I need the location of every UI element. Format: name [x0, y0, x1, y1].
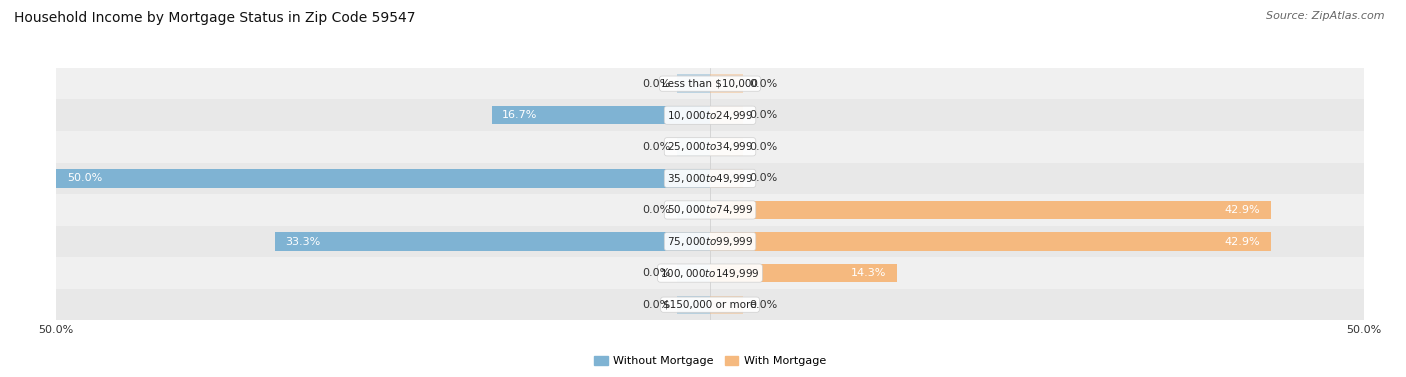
Text: 0.0%: 0.0%	[643, 300, 671, 310]
Text: $100,000 to $149,999: $100,000 to $149,999	[661, 267, 759, 280]
Bar	[710, 296, 742, 314]
Text: $50,000 to $74,999: $50,000 to $74,999	[666, 204, 754, 216]
Text: $75,000 to $99,999: $75,000 to $99,999	[666, 235, 754, 248]
Bar	[56, 162, 1364, 194]
Bar	[710, 264, 897, 282]
Bar	[56, 131, 1364, 162]
Bar	[56, 289, 1364, 320]
Text: 16.7%: 16.7%	[502, 110, 537, 120]
Text: $150,000 or more: $150,000 or more	[664, 300, 756, 310]
Bar	[678, 296, 710, 314]
Text: Source: ZipAtlas.com: Source: ZipAtlas.com	[1267, 11, 1385, 21]
Bar	[678, 138, 710, 156]
Text: 0.0%: 0.0%	[749, 142, 778, 152]
Legend: Without Mortgage, With Mortgage: Without Mortgage, With Mortgage	[589, 351, 831, 371]
Text: 42.9%: 42.9%	[1225, 236, 1261, 247]
Bar	[56, 68, 1364, 100]
Text: 0.0%: 0.0%	[749, 79, 778, 89]
Bar	[710, 169, 742, 187]
Bar	[678, 75, 710, 93]
Text: 50.0%: 50.0%	[66, 173, 103, 183]
Text: Less than $10,000: Less than $10,000	[662, 79, 758, 89]
Text: $25,000 to $34,999: $25,000 to $34,999	[666, 140, 754, 153]
Bar	[56, 226, 1364, 257]
Bar	[56, 100, 1364, 131]
Bar	[710, 201, 1271, 219]
Bar	[678, 201, 710, 219]
Text: 0.0%: 0.0%	[643, 142, 671, 152]
Bar	[492, 106, 710, 124]
Bar	[56, 169, 710, 187]
Bar	[56, 194, 1364, 226]
Text: 0.0%: 0.0%	[643, 79, 671, 89]
Text: Household Income by Mortgage Status in Zip Code 59547: Household Income by Mortgage Status in Z…	[14, 11, 416, 25]
Text: 33.3%: 33.3%	[285, 236, 321, 247]
Text: 0.0%: 0.0%	[643, 268, 671, 278]
Text: 14.3%: 14.3%	[851, 268, 887, 278]
Bar	[678, 264, 710, 282]
Text: $35,000 to $49,999: $35,000 to $49,999	[666, 172, 754, 185]
Text: 42.9%: 42.9%	[1225, 205, 1261, 215]
Bar	[710, 106, 742, 124]
Text: $10,000 to $24,999: $10,000 to $24,999	[666, 109, 754, 122]
Text: 0.0%: 0.0%	[643, 205, 671, 215]
Bar	[710, 232, 1271, 251]
Bar	[56, 257, 1364, 289]
Text: 0.0%: 0.0%	[749, 110, 778, 120]
Bar	[274, 232, 710, 251]
Text: 0.0%: 0.0%	[749, 300, 778, 310]
Text: 0.0%: 0.0%	[749, 173, 778, 183]
Bar	[710, 75, 742, 93]
Bar	[710, 138, 742, 156]
